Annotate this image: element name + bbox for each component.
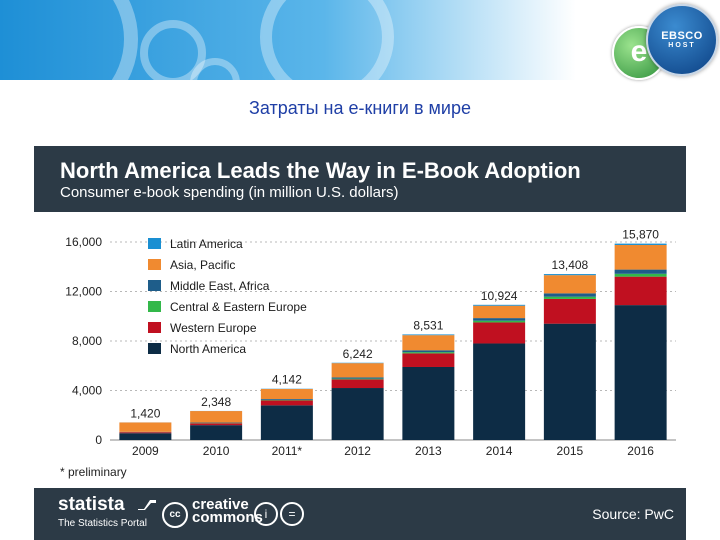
- x-tick-label: 2010: [203, 444, 230, 458]
- bar-segment: [614, 276, 667, 306]
- bar-segment: [402, 352, 455, 354]
- legend-label: Middle East, Africa: [170, 279, 270, 293]
- stacked-bar-chart: 0 4,000 8,000 12,000 16,000 1,420 2009 2,348 201…: [60, 228, 676, 479]
- bar-segment: [119, 422, 172, 432]
- bar-segment: [543, 296, 596, 299]
- cc-line-1: creative: [192, 496, 249, 513]
- bar-segment: [119, 432, 172, 434]
- chart-plot-area: 0 4,000 8,000 12,000 16,000 1,420 2009 2,348 201…: [34, 212, 686, 488]
- bar-total-label: 4,142: [272, 373, 302, 387]
- bar-segment: [614, 273, 667, 277]
- bar-segment: [331, 378, 384, 380]
- bar-total-label: 15,870: [622, 228, 659, 242]
- banner-decor-ring: [260, 0, 394, 80]
- chart-header: North America Leads the Way in E-Book Ad…: [34, 146, 686, 212]
- y-tick-label: 4,000: [72, 384, 102, 398]
- bar-segment: [473, 343, 526, 440]
- ebsco-host-logo: EBSCO HOST: [646, 4, 718, 76]
- legend-label: Central & Eastern Europe: [170, 300, 307, 314]
- bar-segment: [402, 366, 455, 440]
- legend-label: Latin America: [170, 237, 243, 251]
- bar-segment: [473, 322, 526, 344]
- legend-label: Western Europe: [170, 321, 257, 335]
- chart-footer: statista The Statistics Portal cc creati…: [34, 488, 686, 540]
- y-tick-label: 16,000: [65, 235, 102, 249]
- x-tick-label: 2009: [132, 444, 159, 458]
- x-tick-label: 2014: [486, 444, 513, 458]
- bar-segment: [331, 377, 384, 379]
- legend-label: North America: [170, 342, 246, 356]
- bar-segment: [260, 399, 313, 400]
- legend-swatch: [148, 238, 161, 249]
- cc-line-2: commons: [192, 509, 263, 526]
- y-tick-label: 12,000: [65, 285, 102, 299]
- bar-segment: [543, 293, 596, 297]
- bar-segment: [402, 335, 455, 351]
- banner-decor-ring: [0, 0, 138, 80]
- bar-segment: [190, 411, 243, 423]
- bar-segment: [543, 323, 596, 440]
- bar-total-label: 13,408: [552, 258, 589, 272]
- bar-segment: [614, 269, 667, 274]
- bar-segment: [331, 388, 384, 440]
- bar-segment: [331, 379, 384, 389]
- bar-segment: [473, 304, 526, 306]
- chart-source: Source: PwC: [592, 506, 674, 522]
- bar-segment: [543, 275, 596, 294]
- statista-wave-icon: [138, 500, 156, 510]
- chart-subtitle: Consumer e-book spending (in million U.S…: [60, 184, 399, 201]
- bar-segment: [402, 334, 455, 336]
- legend-swatch: [148, 259, 161, 270]
- bar-segment: [543, 298, 596, 324]
- y-tick-label: 0: [95, 433, 102, 447]
- x-tick-label: 2012: [344, 444, 371, 458]
- x-tick-label: 2013: [415, 444, 442, 458]
- bar-segment: [473, 318, 526, 321]
- top-banner: [0, 0, 720, 80]
- bar-total-label: 2,348: [201, 395, 231, 409]
- bar-segment: [614, 244, 667, 270]
- bar-total-label: 10,924: [481, 289, 518, 303]
- x-tick-label: 2016: [627, 444, 654, 458]
- bar-segment: [260, 405, 313, 440]
- bar-total-label: 8,531: [413, 318, 443, 332]
- bar-segment: [614, 243, 667, 245]
- ebsco-logo-text: EBSCO: [661, 30, 703, 42]
- x-tick-label: 2015: [557, 444, 584, 458]
- bar-segment: [190, 425, 243, 440]
- statista-logo: statista: [58, 494, 125, 515]
- bar-segment: [473, 305, 526, 319]
- creative-commons-icon: cc: [162, 502, 188, 528]
- chart-title: North America Leads the Way in E-Book Ad…: [60, 158, 581, 183]
- bar-segment: [614, 305, 667, 440]
- legend-swatch: [148, 322, 161, 333]
- bar-segment: [119, 433, 172, 440]
- bar-total-label: 1,420: [130, 406, 160, 420]
- bar-segment: [543, 274, 596, 276]
- bar-segment: [260, 389, 313, 400]
- bar-segment: [473, 320, 526, 323]
- bar-total-label: 6,242: [343, 347, 373, 361]
- bar-segment: [402, 353, 455, 367]
- bar-segment: [190, 423, 243, 426]
- legend-swatch: [148, 280, 161, 291]
- no-derivatives-icon: =: [280, 502, 304, 526]
- attribution-icon: i: [254, 502, 278, 526]
- chart-footnote: * preliminary: [60, 465, 127, 479]
- banner-decor-ring: [140, 20, 206, 80]
- y-tick-label: 8,000: [72, 334, 102, 348]
- creative-commons-text: creative commons: [192, 496, 263, 526]
- bar-segment: [331, 363, 384, 378]
- bar-segment: [402, 350, 455, 353]
- ebsco-logo-subtext: HOST: [668, 42, 696, 49]
- chart-panel: North America Leads the Way in E-Book Ad…: [34, 146, 686, 540]
- bar-segment: [260, 400, 313, 406]
- statista-tagline: The Statistics Portal: [58, 518, 147, 529]
- slide-subtitle: Затраты на е-книги в мире: [248, 98, 471, 118]
- legend-label: Asia, Pacific: [170, 258, 235, 272]
- x-tick-label: 2011*: [272, 444, 303, 458]
- legend-swatch: [148, 343, 161, 354]
- legend-swatch: [148, 301, 161, 312]
